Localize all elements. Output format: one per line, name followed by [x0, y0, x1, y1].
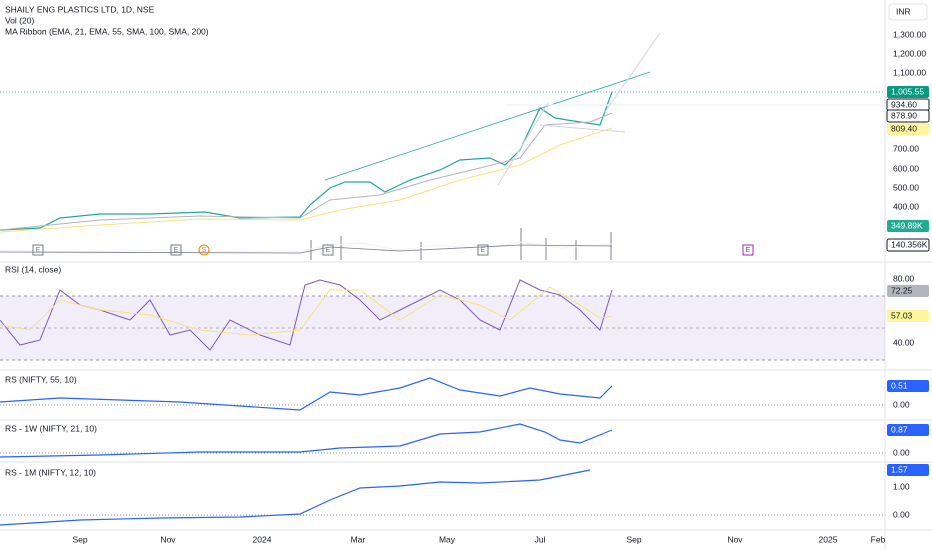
time-axis-label: Sep [72, 534, 87, 544]
time-axis-label: Jul [535, 534, 546, 544]
event-icon [322, 244, 334, 256]
currency-button[interactable] [888, 3, 928, 21]
currency[interactable]: INR [896, 6, 911, 16]
rsi-pane [0, 279, 885, 361]
axis-label: 700.00 [893, 143, 919, 153]
price-pane [0, 32, 885, 260]
price-badge [887, 86, 929, 98]
axis-label: 1,100.00 [893, 67, 926, 77]
price-badge-label: 1.57 [891, 464, 908, 474]
event-label: E [174, 247, 179, 254]
time-axis-label: May [439, 534, 456, 544]
event-label: S [202, 247, 207, 254]
time-axis-label: 2025 [819, 534, 838, 544]
time-axis-label: Nov [160, 534, 176, 544]
price-badge [887, 464, 929, 476]
price-badge-label: 934.60 [891, 99, 917, 109]
price-badge-label: 809.40 [891, 123, 917, 133]
price-badge [886, 109, 930, 123]
axis-label: 400.00 [893, 201, 919, 211]
time-axis-label: Mar [351, 534, 366, 544]
axis-label: 0.00 [893, 399, 910, 409]
volume-label: Vol (20) [5, 15, 34, 25]
rsi-title: RSI (14, close) [5, 264, 61, 274]
axis-label: 0.00 [893, 509, 910, 519]
rs-title: RS - 1M (NIFTY, 12, 10) [5, 467, 96, 477]
event-label: E [481, 247, 486, 254]
axis-label: 600.00 [893, 163, 919, 173]
event-icon [170, 244, 182, 256]
event-icon [742, 244, 754, 256]
rs-title: RS (NIFTY, 55, 10) [5, 374, 77, 384]
dynamic-labels: 1,300.001,200.001,100.00800.00700.00600.… [32, 29, 930, 544]
price-badge [887, 310, 929, 322]
chart-title: SHAILY ENG PLASTICS LTD, 1D, NSE [5, 4, 155, 14]
event-label: E [326, 247, 331, 254]
event-icon [477, 244, 489, 256]
event-icon [198, 244, 210, 256]
price-badge-label: 1,005.55 [891, 86, 924, 96]
time-axis-label: Feb [871, 534, 886, 544]
price-badge-label: 878.90 [891, 110, 917, 120]
price-badge [886, 238, 930, 252]
price-badge-label: 349.89K [891, 220, 923, 230]
price-badge-label: 0.51 [891, 380, 908, 390]
axis-label: 80.00 [893, 273, 915, 283]
axis-label: 0.00 [893, 447, 910, 457]
rs-title: RS - 1W (NIFTY, 21, 10) [5, 423, 97, 433]
price-badge-label: 72.25 [891, 285, 913, 295]
price-badge [887, 424, 929, 436]
price-badge [887, 123, 929, 135]
rs-lines [0, 377, 885, 526]
event-label: E [36, 247, 41, 254]
time-axis-label: Sep [626, 534, 641, 544]
axis-label: 40.00 [893, 337, 915, 347]
price-badge-label: 140.356K [891, 239, 928, 249]
price-badge [887, 220, 929, 232]
time-axis-label: 2024 [253, 534, 272, 544]
axis-label: 1,200.00 [893, 48, 926, 58]
price-badge [887, 380, 929, 392]
axis-label: 1,300.00 [893, 29, 926, 39]
ma-ribbon-label: MA Ribbon (EMA, 21, EMA, 55, SMA, 100, S… [5, 26, 209, 36]
event-icon [32, 244, 44, 256]
time-axis-label: Nov [727, 534, 743, 544]
price-badge-label: 0.87 [891, 424, 908, 434]
price-badge [887, 285, 929, 297]
event-label: E [746, 247, 751, 254]
price-badge-label: 57.03 [891, 310, 913, 320]
axis-label: 500.00 [893, 182, 919, 192]
axis-label: 1.00 [893, 481, 910, 491]
